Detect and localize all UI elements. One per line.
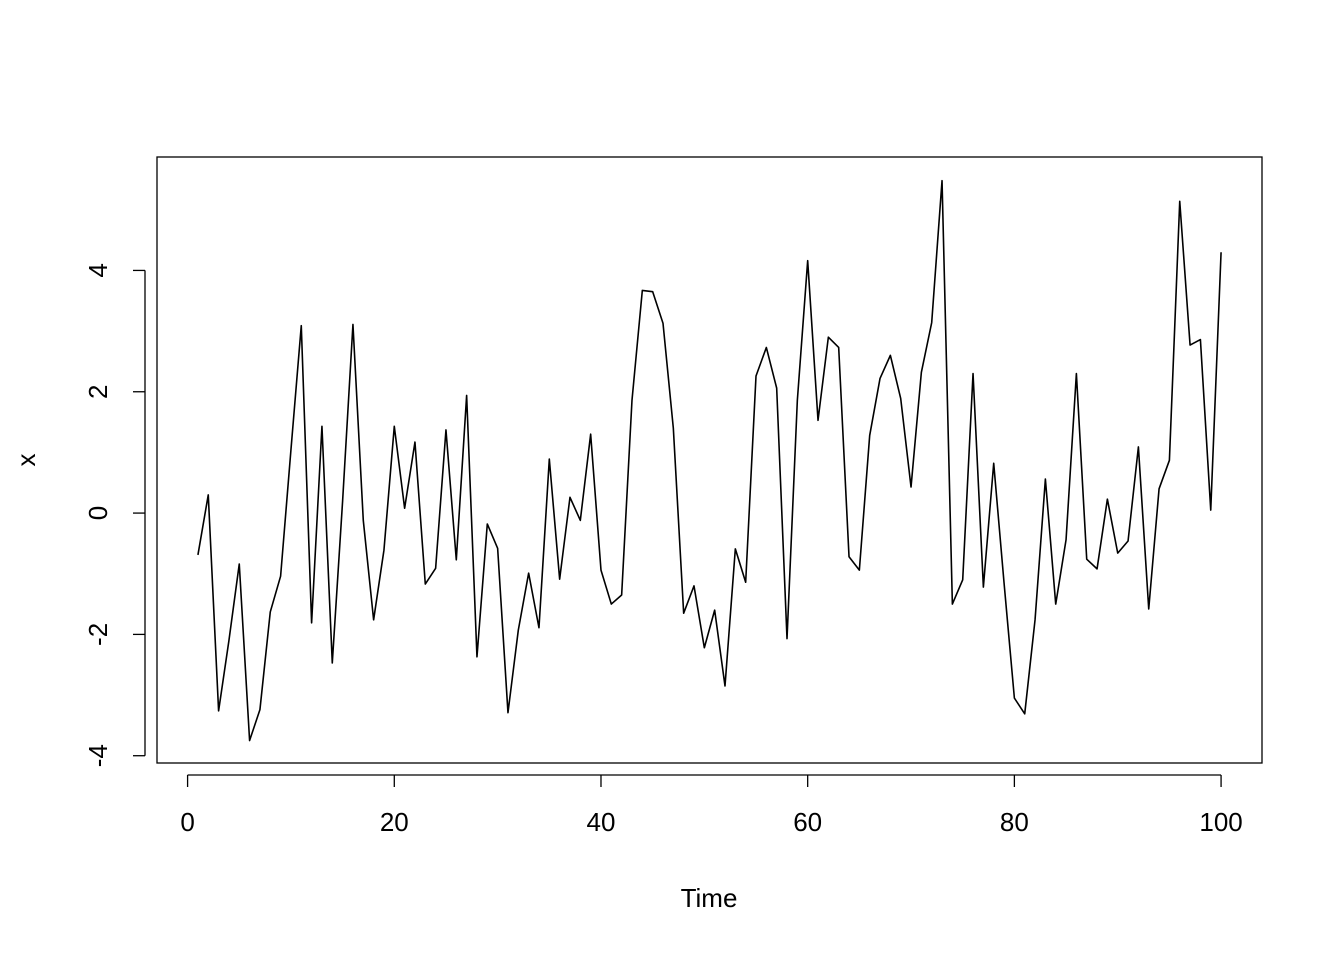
x-tick-label: 0: [180, 807, 194, 837]
x-tick-label: 40: [587, 807, 616, 837]
x-tick-label: 20: [380, 807, 409, 837]
x-axis-label: Time: [681, 883, 738, 913]
x-tick-label: 80: [1000, 807, 1029, 837]
y-tick-label: 2: [83, 385, 113, 399]
y-tick-label: -4: [83, 744, 113, 767]
y-tick-label: -2: [83, 623, 113, 646]
y-axis-label: x: [11, 454, 41, 467]
plot-box: [156, 156, 1263, 764]
series-line: [197, 179, 1222, 742]
x-tick-label: 60: [793, 807, 822, 837]
y-tick-label: 4: [83, 263, 113, 277]
y-tick-label: 0: [83, 506, 113, 520]
x-tick-label: 100: [1199, 807, 1242, 837]
